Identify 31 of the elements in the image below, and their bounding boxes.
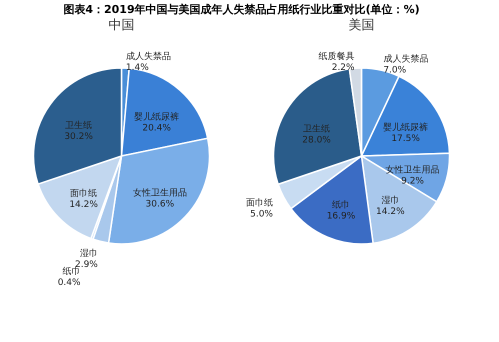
- slice-label: 卫生纸: [65, 120, 92, 132]
- data-label: 30.2%: [64, 132, 94, 142]
- slice-label: 成人失禁品: [383, 53, 428, 64]
- slice-label: 湿巾: [80, 248, 98, 260]
- data-label: 30.6%: [146, 199, 175, 210]
- slice-label: 纸质餐具: [318, 51, 355, 62]
- slice-label: 卫生纸: [303, 123, 330, 134]
- slice-label: 面巾纸: [246, 198, 273, 209]
- slice-label: 婴儿纸尿裤: [134, 112, 180, 123]
- data-label: 16.9%: [326, 212, 356, 222]
- data-label: 0.4%: [58, 278, 82, 288]
- chart-subtitle: 中国: [108, 18, 134, 33]
- slice-label: 成人失禁品: [126, 51, 171, 62]
- slice-label: 面巾纸: [70, 188, 98, 199]
- chart-subtitle: 美国: [348, 17, 374, 33]
- data-label: 7.0%: [383, 65, 407, 76]
- slice-label: 纸巾: [62, 266, 81, 277]
- text: 图表4：2019年中国与美国成年人失禁品占用纸行业比重对比(单位：%): [63, 3, 420, 16]
- data-label: 1.4%: [126, 63, 150, 74]
- data-label: 2.2%: [332, 63, 356, 74]
- data-label: 28.0%: [302, 135, 332, 146]
- slice-label: 婴儿纸尿裤: [383, 122, 428, 134]
- data-label: 5.0%: [250, 210, 274, 220]
- data-label: 17.5%: [391, 134, 420, 144]
- data-label: 14.2%: [69, 200, 98, 210]
- data-label: 20.4%: [142, 124, 172, 134]
- slice-label: 女性卫生用品: [132, 187, 187, 198]
- data-label: 14.2%: [376, 207, 406, 218]
- slice-label: 女性卫生用品: [386, 164, 440, 176]
- slice-label: 纸巾: [332, 200, 350, 211]
- slice-label: 湿巾: [381, 195, 400, 206]
